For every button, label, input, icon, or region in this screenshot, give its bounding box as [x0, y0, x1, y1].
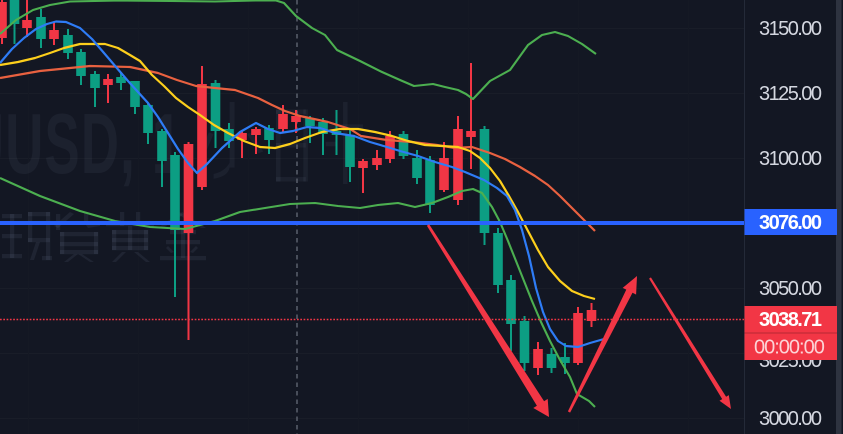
- svg-text:3100.00: 3100.00: [759, 148, 822, 170]
- svg-text:3000.00: 3000.00: [759, 408, 822, 430]
- svg-text:3150.00: 3150.00: [759, 18, 822, 40]
- svg-text:3076.00: 3076.00: [759, 212, 822, 234]
- svg-text:00:00:00: 00:00:00: [754, 337, 825, 359]
- svg-text:UUSD, 1: UUSD, 1: [0, 96, 182, 191]
- svg-text:3038.71: 3038.71: [759, 309, 822, 331]
- svg-text:3125.00: 3125.00: [759, 83, 822, 105]
- svg-text:3050.00: 3050.00: [759, 278, 822, 300]
